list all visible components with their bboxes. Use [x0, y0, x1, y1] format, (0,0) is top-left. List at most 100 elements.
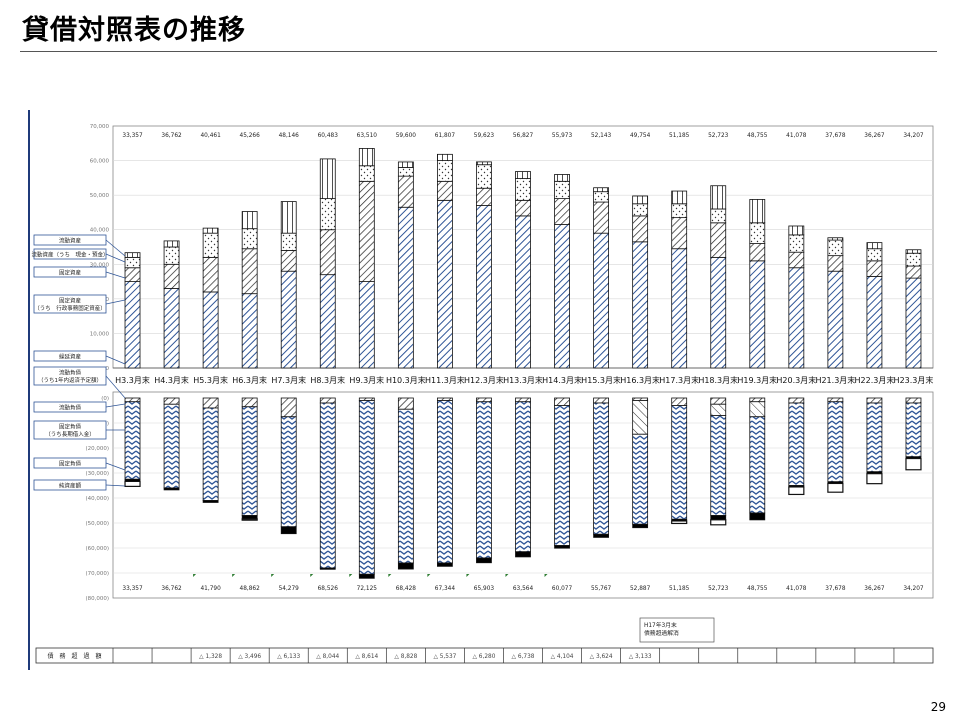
liability-fixed-loans-bar — [866, 402, 883, 473]
liability-fixed-loans-bar — [749, 416, 766, 514]
net-assets-bar — [710, 519, 727, 526]
legend-connector — [105, 355, 126, 365]
asset-fixed-admin-bar — [593, 232, 609, 369]
lower-tick-label: (40,000) — [85, 496, 109, 502]
asset-fixed-bar — [241, 248, 258, 295]
asset-fixed-admin-bar — [788, 267, 805, 369]
asset-total-label: 36,267 — [864, 133, 885, 139]
asset-current-cash-bar — [554, 180, 570, 200]
asset-fixed-admin-bar — [437, 199, 453, 369]
asset-fixed-admin-bar — [397, 206, 414, 369]
net-assets-bar — [241, 518, 258, 521]
upper-tick-label: 70,000 — [90, 124, 110, 130]
legend-label: 流動負債 — [59, 404, 82, 412]
asset-fixed-admin-bar — [280, 270, 297, 369]
asset-current-bar — [319, 158, 336, 199]
liability-current-fiscal-bar — [749, 397, 766, 403]
category-label: H12.3月末 — [464, 375, 504, 385]
category-label: H18.3月末 — [698, 375, 738, 385]
legend-label: 繰延資産 — [59, 353, 82, 361]
category-label: H11.3月末 — [425, 375, 465, 385]
liability-fixed-loans-bar — [124, 401, 141, 480]
liability-current-fiscal-bar — [124, 397, 141, 403]
liability-current-fiscal-bar — [397, 397, 414, 410]
liability-current-fiscal-bar — [710, 397, 727, 405]
asset-current-bar — [241, 211, 258, 230]
asset-total-label: 41,078 — [786, 133, 807, 139]
liability-current-fiscal-bar — [866, 397, 883, 404]
liability-total-label: 67,344 — [435, 586, 456, 592]
note-text: 債務超過解消 — [644, 629, 679, 637]
liability-current-fiscal-bar — [476, 397, 492, 403]
liability-fixed-bar — [397, 562, 414, 570]
lower-tick-label: (80,000) — [85, 596, 109, 602]
page-number: 29 — [930, 700, 946, 714]
liability-total-label: 52,723 — [708, 586, 729, 592]
asset-current-bar — [671, 190, 688, 205]
liability-fixed-loans-bar — [632, 433, 649, 525]
asset-current-cash-bar — [866, 248, 883, 262]
asset-current-bar — [749, 199, 766, 224]
liability-fixed-bar — [358, 573, 375, 579]
asset-fixed-admin-bar — [905, 277, 922, 369]
asset-total-label: 56,827 — [513, 133, 534, 139]
asset-current-bar — [515, 171, 531, 179]
asset-total-label: 33,357 — [122, 133, 143, 139]
upper-tick-label: 40,000 — [90, 228, 110, 234]
asset-total-label: 48,755 — [747, 133, 768, 139]
category-label: H8.3月末 — [310, 375, 345, 385]
asset-fixed-bar — [710, 222, 727, 258]
page-title: 貸借対照表の推移 — [22, 15, 246, 46]
asset-current-bar — [866, 242, 883, 250]
liability-fixed-loans-bar — [280, 416, 297, 528]
lower-tick-label: (70,000) — [85, 571, 109, 577]
asset-current-bar — [788, 225, 805, 236]
asset-fixed-bar — [788, 251, 805, 269]
asset-fixed-bar — [476, 187, 492, 206]
category-label: H9.3月末 — [349, 375, 384, 385]
liability-fixed-bar — [632, 523, 649, 529]
asset-total-label: 36,762 — [161, 133, 182, 139]
category-label: H5.3月末 — [193, 375, 228, 385]
asset-fixed-admin-bar — [827, 270, 844, 369]
asset-current-bar — [202, 227, 219, 234]
table-cell: △ 3,133 — [629, 654, 652, 660]
indicator-marker — [505, 574, 509, 577]
asset-current-bar — [476, 161, 492, 166]
asset-current-cash-bar — [241, 228, 258, 250]
asset-current-cash-bar — [437, 160, 453, 182]
liability-total-label: 37,678 — [825, 586, 846, 592]
liability-fixed-bar — [476, 557, 492, 564]
asset-current-bar — [710, 185, 727, 210]
legend-label: 純資産額 — [59, 482, 82, 490]
net-assets-bar — [671, 520, 688, 525]
asset-current-bar — [397, 161, 414, 168]
legend-label: 流動負債 — [59, 369, 82, 377]
indicator-marker — [349, 574, 353, 577]
liability-fixed-bar — [280, 526, 297, 535]
asset-fixed-admin-bar — [476, 205, 492, 369]
asset-current-bar — [358, 148, 375, 167]
liability-fixed-loans-bar — [905, 402, 922, 458]
liability-fixed-loans-bar — [241, 406, 258, 516]
asset-current-bar — [905, 249, 922, 254]
lower-tick-label: (30,000) — [85, 471, 109, 477]
liability-fixed-bar — [202, 500, 219, 503]
lower-tick-label: (50,000) — [85, 521, 109, 527]
legend-connector — [105, 484, 126, 487]
asset-fixed-bar — [319, 229, 336, 276]
net-assets-bar — [905, 457, 922, 471]
asset-fixed-admin-bar — [749, 260, 766, 369]
asset-current-cash-bar — [905, 252, 922, 267]
indicator-marker — [466, 574, 470, 577]
asset-fixed-admin-bar — [202, 291, 219, 369]
asset-total-label: 37,678 — [825, 133, 846, 139]
asset-total-label: 52,143 — [591, 133, 612, 139]
table-cell: △ 6,738 — [512, 654, 535, 660]
category-label: H23.3月末 — [894, 375, 934, 385]
liability-total-label: 34,207 — [903, 586, 924, 592]
liability-current-fiscal-bar — [241, 397, 258, 408]
upper-tick-label: 50,000 — [90, 193, 110, 199]
asset-current-cash-bar — [163, 246, 180, 265]
category-label: H19.3月末 — [737, 375, 777, 385]
